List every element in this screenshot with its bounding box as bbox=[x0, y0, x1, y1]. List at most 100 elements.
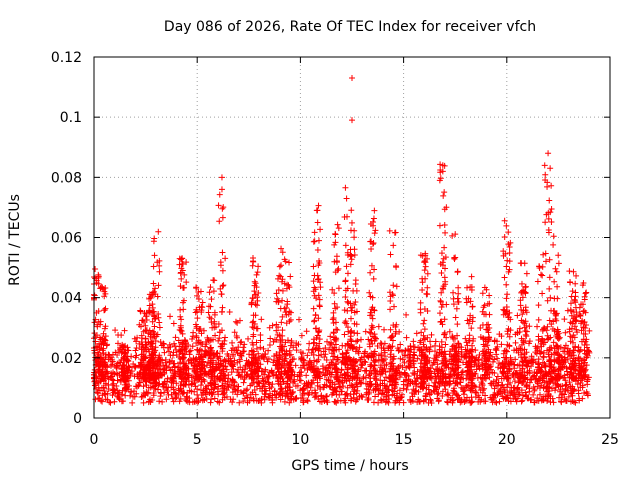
data-point bbox=[495, 389, 502, 396]
data-point bbox=[286, 259, 293, 266]
data-point bbox=[390, 375, 397, 382]
data-point bbox=[222, 334, 229, 341]
data-point bbox=[195, 296, 202, 303]
data-point bbox=[514, 312, 521, 319]
data-point bbox=[152, 315, 159, 322]
data-point bbox=[479, 322, 486, 329]
data-point bbox=[566, 347, 573, 354]
data-point bbox=[348, 397, 355, 404]
data-point bbox=[458, 384, 465, 391]
data-point bbox=[442, 374, 449, 381]
data-point bbox=[452, 254, 459, 261]
data-point bbox=[219, 396, 226, 403]
data-point bbox=[369, 340, 376, 347]
data-point bbox=[377, 364, 384, 371]
data-point bbox=[441, 382, 448, 389]
data-point bbox=[403, 386, 410, 393]
data-point bbox=[138, 356, 145, 363]
data-point bbox=[481, 398, 488, 405]
data-point bbox=[138, 332, 145, 339]
data-point bbox=[436, 375, 443, 382]
data-point bbox=[332, 239, 339, 246]
data-point bbox=[212, 381, 219, 388]
data-point bbox=[245, 335, 252, 342]
data-point bbox=[536, 348, 543, 355]
data-point bbox=[332, 230, 339, 237]
data-point bbox=[353, 338, 360, 345]
data-point bbox=[551, 345, 558, 352]
data-point bbox=[493, 399, 500, 406]
data-point bbox=[215, 320, 222, 327]
data-point bbox=[464, 317, 471, 324]
data-point bbox=[490, 395, 497, 402]
data-point bbox=[284, 393, 291, 400]
data-point bbox=[117, 359, 124, 366]
data-point bbox=[207, 399, 214, 406]
data-point bbox=[265, 379, 272, 386]
data-point bbox=[468, 342, 475, 349]
data-point bbox=[156, 268, 163, 275]
data-point bbox=[219, 308, 226, 315]
data-point bbox=[289, 368, 296, 375]
data-point bbox=[199, 299, 206, 306]
data-point bbox=[317, 226, 324, 233]
data-point bbox=[463, 295, 470, 302]
data-point bbox=[287, 316, 294, 323]
data-point bbox=[264, 374, 271, 381]
data-point bbox=[103, 342, 110, 349]
data-point bbox=[249, 361, 256, 368]
data-point bbox=[193, 292, 200, 299]
data-point bbox=[281, 256, 288, 263]
data-point bbox=[267, 335, 274, 342]
data-point bbox=[312, 312, 319, 319]
data-point bbox=[231, 329, 238, 336]
data-point bbox=[99, 335, 106, 342]
data-point bbox=[300, 385, 307, 392]
data-point bbox=[562, 357, 569, 364]
data-point bbox=[422, 259, 429, 266]
data-point bbox=[144, 390, 151, 397]
data-point bbox=[503, 295, 510, 302]
data-point bbox=[99, 398, 106, 405]
data-point bbox=[567, 300, 574, 307]
data-point bbox=[398, 394, 405, 401]
data-point bbox=[464, 367, 471, 374]
data-point bbox=[293, 347, 300, 354]
data-point bbox=[505, 374, 512, 381]
data-point bbox=[343, 195, 350, 202]
data-point bbox=[432, 338, 439, 345]
data-point bbox=[500, 375, 507, 382]
data-point bbox=[536, 385, 543, 392]
data-point bbox=[449, 232, 456, 239]
data-point bbox=[371, 207, 378, 214]
data-point bbox=[444, 391, 451, 398]
data-point bbox=[315, 202, 322, 209]
data-point bbox=[279, 287, 286, 294]
data-point bbox=[422, 275, 429, 282]
data-point bbox=[283, 304, 290, 311]
data-point bbox=[556, 334, 563, 341]
data-point bbox=[573, 272, 580, 279]
data-point bbox=[562, 342, 569, 349]
data-point bbox=[218, 291, 225, 298]
data-point bbox=[528, 396, 535, 403]
data-point bbox=[555, 330, 562, 337]
data-point bbox=[111, 398, 118, 405]
data-point bbox=[335, 285, 342, 292]
data-point bbox=[534, 278, 541, 285]
data-point bbox=[465, 320, 472, 327]
data-point bbox=[281, 398, 288, 405]
data-point bbox=[348, 207, 355, 214]
data-point bbox=[439, 393, 446, 400]
data-point bbox=[319, 365, 326, 372]
data-point bbox=[283, 285, 290, 292]
data-point bbox=[575, 354, 582, 361]
data-point bbox=[348, 219, 355, 226]
data-point bbox=[396, 387, 403, 394]
data-point bbox=[410, 358, 417, 365]
data-point bbox=[545, 150, 552, 157]
data-point bbox=[382, 353, 389, 360]
data-point bbox=[219, 214, 226, 221]
data-point bbox=[102, 369, 109, 376]
data-point bbox=[322, 393, 329, 400]
